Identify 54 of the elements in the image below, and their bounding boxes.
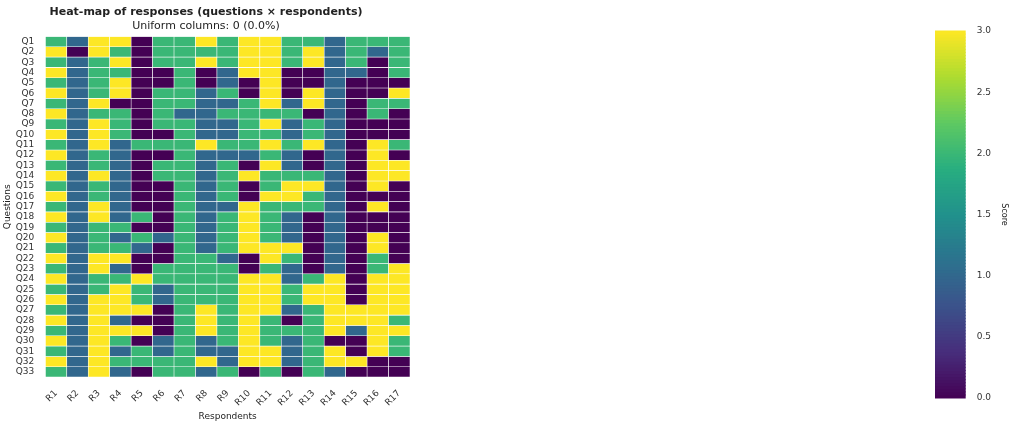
y-tick-label: Q12 <box>15 149 35 160</box>
y-tick-label: Q14 <box>15 170 35 181</box>
y-tick-label: Q13 <box>15 159 35 170</box>
y-tick-label: Q8 <box>21 108 35 119</box>
y-tick-label: Q4 <box>21 66 35 77</box>
color-bar-label: 2.5 <box>976 86 992 97</box>
color-bar-label: 1.5 <box>976 208 992 219</box>
y-tick-label: Q33 <box>15 366 35 377</box>
y-tick-label: Q29 <box>15 324 35 335</box>
y-tick-label: Q2 <box>21 46 35 57</box>
color-bar-label: 0.5 <box>976 331 992 342</box>
y-tick-label: Q19 <box>15 221 35 232</box>
x-tick-label: R3 <box>86 387 103 404</box>
y-tick-label: Q6 <box>21 87 35 98</box>
color-bar-label: 1.0 <box>976 270 992 281</box>
x-tick-label: R7 <box>172 387 188 404</box>
y-tick-label: Q7 <box>21 97 35 108</box>
y-tick-label: Q27 <box>15 304 35 315</box>
y-tick-label: Q26 <box>15 293 35 304</box>
y-tick-label: Q21 <box>15 242 35 253</box>
color-bar-label: 2.0 <box>976 147 992 158</box>
y-tick-label: Q10 <box>15 128 35 139</box>
x-tick-label: R5 <box>129 387 145 404</box>
y-tick-label: Q31 <box>15 345 35 356</box>
x-tick-label: R6 <box>150 387 167 404</box>
y-tick-label: Q11 <box>15 139 35 150</box>
y-tick-label: Q20 <box>15 232 35 243</box>
y-tick-label: Q32 <box>15 355 35 366</box>
y-tick-label: Q24 <box>15 273 35 284</box>
y-tick-label: Q23 <box>15 263 35 273</box>
y-tick-label: Q15 <box>15 180 35 191</box>
y-tick-label: Q17 <box>15 201 35 212</box>
x-tick-label: R8 <box>193 387 210 404</box>
color-bar-title: Score <box>999 203 1009 226</box>
chart-title: Heat-map of responses (questions × respondents) <box>49 5 363 19</box>
y-tick-label: Q28 <box>15 314 35 325</box>
y-axis-title: Questions <box>1 183 12 230</box>
x-tick-label: R9 <box>215 387 231 404</box>
x-tick-label: R1 <box>43 387 60 404</box>
y-tick-label: Q5 <box>21 77 35 88</box>
color-bar-label: 0.0 <box>976 392 992 403</box>
y-tick-label: Q30 <box>15 335 35 346</box>
y-tick-label: Q16 <box>15 190 35 201</box>
y-tick-label: Q3 <box>21 56 35 67</box>
y-tick-label: Q22 <box>15 252 35 263</box>
x-axis-title: Respondents <box>198 410 258 421</box>
color-bar-label: 3.0 <box>976 25 992 36</box>
y-tick-label: Q25 <box>15 283 35 294</box>
x-tick-label: R4 <box>107 387 124 404</box>
y-tick-label: Q9 <box>21 118 35 129</box>
y-tick-label: Q1 <box>21 35 35 46</box>
y-tick-label: Q18 <box>15 211 35 222</box>
chart-subtitle: Uniform columns: 0 (0.0%) <box>132 18 280 32</box>
x-tick-label: R2 <box>65 387 81 404</box>
